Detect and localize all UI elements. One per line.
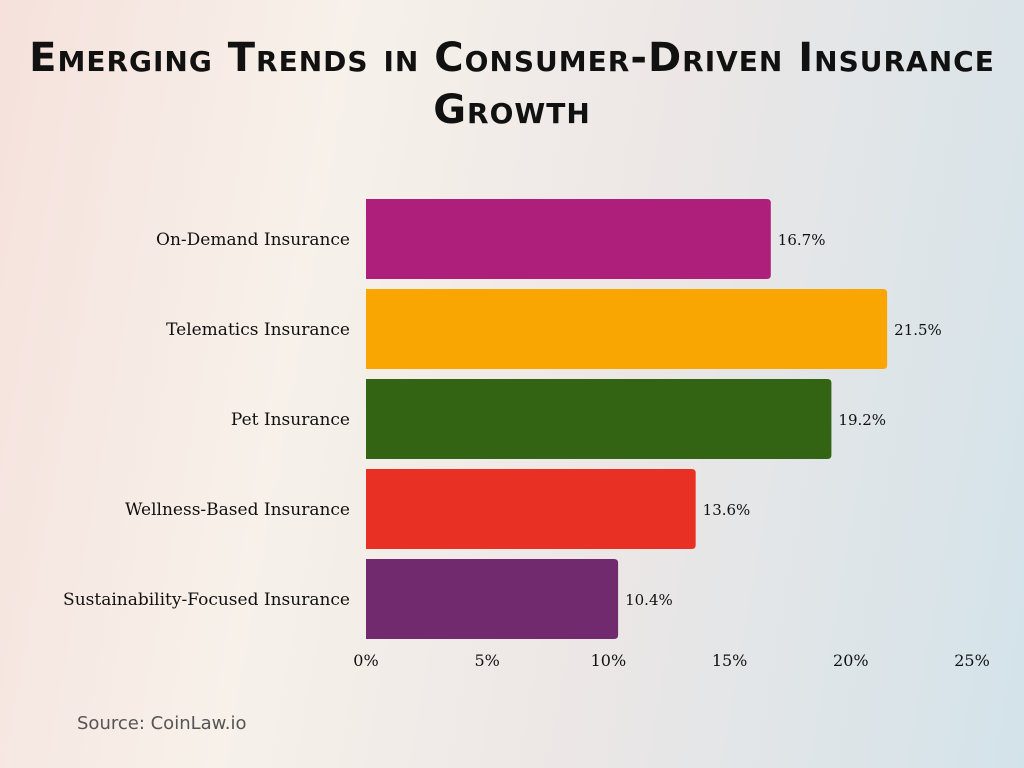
bar [366, 559, 619, 639]
bar [366, 469, 696, 549]
data-label: 16.7% [778, 231, 826, 249]
x-tick-label: 10% [591, 651, 627, 670]
category-label: Sustainability-Focused Insurance [63, 590, 350, 610]
bar [366, 379, 832, 459]
x-tick-label: 20% [833, 651, 869, 670]
category-label: On-Demand Insurance [156, 230, 350, 250]
category-label: Pet Insurance [231, 410, 350, 430]
data-label: 13.6% [703, 501, 751, 519]
data-label: 10.4% [625, 591, 673, 609]
source-note: Source: CoinLaw.io [77, 713, 247, 734]
x-tick-label: 15% [712, 651, 748, 670]
x-tick-label: 25% [954, 651, 990, 670]
category-label: Telematics Insurance [166, 320, 350, 340]
data-label: 21.5% [894, 321, 942, 339]
x-tick-label: 5% [475, 651, 500, 670]
chart-title: Emerging Trends in Consumer-Driven Insur… [29, 35, 995, 133]
x-tick-label: 0% [353, 651, 378, 670]
data-label: 19.2% [838, 411, 886, 429]
category-label: Wellness-Based Insurance [125, 500, 350, 520]
bar [366, 289, 888, 369]
bar [366, 199, 771, 279]
